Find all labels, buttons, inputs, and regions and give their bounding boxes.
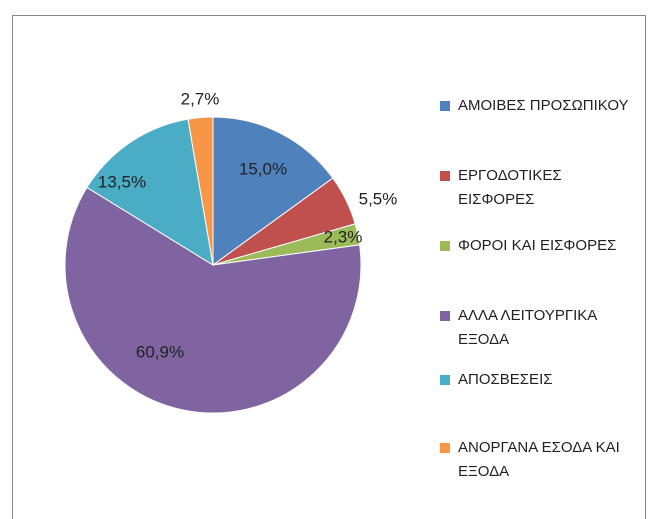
pie-slice [212,116,334,266]
legend-label: ΦΟΡΟΙ ΚΑΙ ΕΙΣΦΟΡΕΣ [458,237,617,254]
legend-swatch [440,311,450,321]
legend-label: ΑΝΟΡΓΑΝΑ ΕΣΟΔΑ ΚΑΙ ΕΞΟΔΑ [458,439,620,480]
chart-frame [12,15,646,519]
legend-entry: ΑΠΟΣΒΕΣΕΙΣ [440,368,650,392]
data-label: 2,7% [181,89,220,108]
pie-slice [64,186,362,414]
pie-slice [187,116,214,266]
legend-label: ΕΡΓΟΔΟΤΙΚΕΣ ΕΙΣΦΟΡΕΣ [458,167,562,208]
legend-swatch [440,171,450,181]
data-label: 2,3% [324,227,363,246]
legend-entry: ΦΟΡΟΙ ΚΑΙ ΕΙΣΦΟΡΕΣ [440,234,650,258]
legend-entry: ΑΝΟΡΓΑΝΑ ΕΣΟΔΑ ΚΑΙ ΕΞΟΔΑ [440,436,650,484]
legend-swatch [440,443,450,453]
pie-slice [86,118,214,267]
data-label: 15,0% [239,159,287,178]
legend-label: ΑΛΛΑ ΛΕΙΤΟΥΡΓΙΚΑ ΕΞΟΔΑ [458,307,597,348]
legend-entry: ΑΛΛΑ ΛΕΙΤΟΥΡΓΙΚΑ ΕΞΟΔΑ [440,304,650,352]
legend-swatch [440,241,450,251]
legend-swatch [440,101,450,111]
data-label: 5,5% [359,189,398,208]
legend-label: ΑΠΟΣΒΕΣΕΙΣ [458,371,553,388]
legend-entry: ΕΡΓΟΔΟΤΙΚΕΣ ΕΙΣΦΟΡΕΣ [440,164,650,212]
data-label: 60,9% [136,342,184,361]
legend-swatch [440,375,450,385]
legend-entry: ΑΜΟΙΒΕΣ ΠΡΟΣΩΠΙΚΟΥ [440,94,650,118]
data-label: 13,5% [98,172,146,191]
legend-label: ΑΜΟΙΒΕΣ ΠΡΟΣΩΠΙΚΟΥ [458,97,629,114]
